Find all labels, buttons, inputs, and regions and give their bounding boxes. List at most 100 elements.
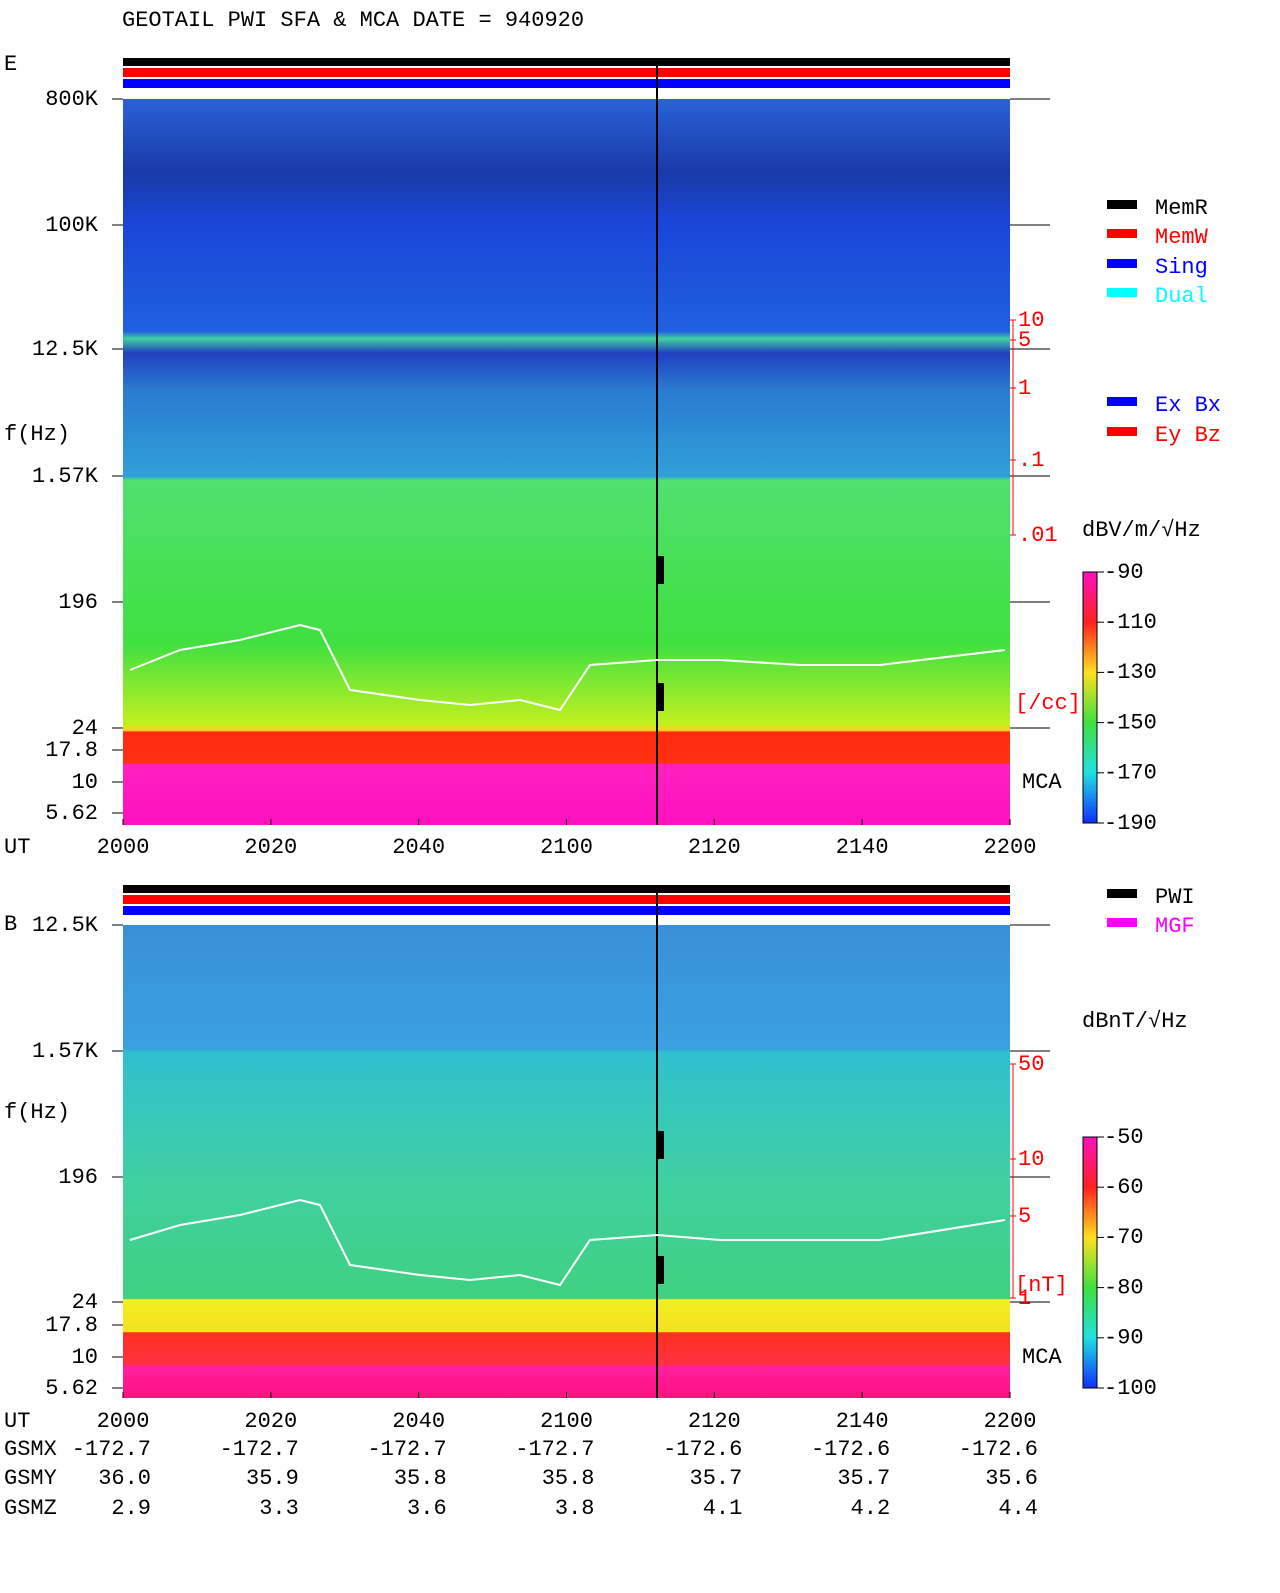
colorbar-tick-label: -60 xyxy=(1104,1175,1144,1200)
legend-swatch xyxy=(1107,889,1137,898)
density-unit: [/cc] xyxy=(1015,691,1081,716)
x-tick-label: 2100 xyxy=(540,835,593,860)
y-tick-label: 12.5K xyxy=(32,337,99,362)
legend-label: MemR xyxy=(1155,196,1208,221)
orbit-value: -172.6 xyxy=(959,1437,1038,1462)
orbit-value: 35.7 xyxy=(837,1466,890,1491)
y-axis-label: f(Hz) xyxy=(4,1100,70,1125)
colorbar-tick-label: -90 xyxy=(1104,560,1144,585)
data-gap xyxy=(656,1131,664,1159)
x-tick-label: 2040 xyxy=(392,1409,445,1434)
legend-swatch xyxy=(1107,427,1137,436)
colorbar-tick-label: -70 xyxy=(1104,1225,1144,1250)
orbit-value: 3.6 xyxy=(407,1496,447,1521)
density-tick-label: 10 xyxy=(1018,308,1044,333)
density-tick-label: 10 xyxy=(1018,1147,1044,1172)
data-gap xyxy=(656,556,664,584)
legend-label: MemW xyxy=(1155,225,1209,250)
colorbar-unit: dBnT/√Hz xyxy=(1082,1009,1188,1034)
density-tick-label: 5 xyxy=(1018,328,1031,353)
orbit-label: GSMY xyxy=(4,1466,57,1491)
y-tick-label: 5.62 xyxy=(45,801,98,826)
y-tick-label: 100K xyxy=(45,213,99,238)
status-bar xyxy=(123,885,1010,893)
legend-swatch xyxy=(1107,259,1137,268)
y-tick-label: 800K xyxy=(45,87,99,112)
orbit-value: -172.7 xyxy=(515,1437,594,1462)
orbit-value: 35.6 xyxy=(985,1466,1038,1491)
status-bar xyxy=(123,895,1010,904)
plasma-density-line xyxy=(129,623,1006,712)
field-strength-line xyxy=(129,1198,1006,1287)
colorbar-tick-label: -110 xyxy=(1104,610,1157,635)
legend-label: PWI xyxy=(1155,885,1195,910)
x-axis-label: UT xyxy=(4,835,30,860)
status-bar xyxy=(123,906,1010,915)
colorbar-tick-label: -170 xyxy=(1104,761,1157,786)
orbit-value: 35.9 xyxy=(246,1466,299,1491)
density-tick-label: .1 xyxy=(1018,448,1044,473)
orbit-value: -172.7 xyxy=(72,1437,151,1462)
x-tick-label: 2120 xyxy=(688,1409,741,1434)
density-unit: [nT] xyxy=(1015,1273,1068,1298)
colorbar xyxy=(1082,571,1098,824)
panel-label: B xyxy=(4,912,17,937)
orbit-value: -172.6 xyxy=(811,1437,890,1462)
status-bar xyxy=(123,68,1010,77)
orbit-value: 3.3 xyxy=(259,1496,299,1521)
x-tick-label: 2140 xyxy=(836,835,889,860)
x-tick-label: 2040 xyxy=(392,835,445,860)
mca-label: MCA xyxy=(1022,770,1062,795)
x-tick-label: 2000 xyxy=(97,835,150,860)
y-tick-label: 1.57K xyxy=(32,1039,99,1064)
y-tick-label: 24 xyxy=(72,1290,98,1315)
orbit-value: -172.6 xyxy=(663,1437,742,1462)
x-tick-label: 2120 xyxy=(688,835,741,860)
orbit-value: 4.4 xyxy=(998,1496,1038,1521)
legend-label: Dual xyxy=(1155,284,1208,309)
data-gap xyxy=(656,683,664,711)
orbit-value: 35.8 xyxy=(542,1466,595,1491)
colorbar-tick-label: -90 xyxy=(1104,1326,1144,1351)
orbit-value: 4.2 xyxy=(851,1496,891,1521)
legend-swatch xyxy=(1107,229,1137,238)
colorbar-tick-label: -130 xyxy=(1104,660,1157,685)
y-tick-label: 5.62 xyxy=(45,1376,98,1401)
title: GEOTAIL PWI SFA & MCA DATE = 940920 xyxy=(122,8,584,33)
legend-swatch xyxy=(1107,397,1137,406)
orbit-label: GSMZ xyxy=(4,1496,57,1521)
x-tick-label: 2000 xyxy=(97,1409,150,1434)
density-tick-label: 1 xyxy=(1018,376,1031,401)
colorbar-tick-label: -190 xyxy=(1104,811,1157,836)
y-tick-label: 10 xyxy=(72,1345,98,1370)
orbit-label: GSMX xyxy=(4,1437,57,1462)
orbit-value: -172.7 xyxy=(220,1437,299,1462)
x-tick-label: 2200 xyxy=(984,835,1037,860)
colorbar-tick-label: -50 xyxy=(1104,1125,1144,1150)
orbit-value: 3.8 xyxy=(555,1496,595,1521)
status-bar xyxy=(123,79,1010,88)
colorbar-unit: dBV/m/√Hz xyxy=(1082,518,1201,543)
spectrogram xyxy=(123,925,1010,1398)
orbit-value: 36.0 xyxy=(98,1466,151,1491)
data-gap xyxy=(656,1256,664,1284)
mca-label: MCA xyxy=(1022,1345,1062,1370)
colorbar-tick-label: -150 xyxy=(1104,710,1157,735)
colorbar xyxy=(1082,1136,1098,1389)
density-tick-label: 50 xyxy=(1018,1052,1044,1077)
y-tick-label: 17.8 xyxy=(45,738,98,763)
legend-swatch xyxy=(1107,918,1137,927)
legend-label: Ey Bz xyxy=(1155,423,1221,448)
y-tick-label: 1.57K xyxy=(32,464,99,489)
orbit-value: 4.1 xyxy=(703,1496,743,1521)
y-tick-label: 24 xyxy=(72,716,98,741)
x-tick-label: 2200 xyxy=(984,1409,1037,1434)
legend-swatch xyxy=(1107,288,1137,297)
y-tick-label: 10 xyxy=(72,770,98,795)
orbit-value: 35.8 xyxy=(394,1466,447,1491)
x-tick-label: 2020 xyxy=(244,835,297,860)
y-axis-label: f(Hz) xyxy=(4,422,70,447)
legend-swatch xyxy=(1107,200,1137,209)
legend-label: Sing xyxy=(1155,255,1208,280)
